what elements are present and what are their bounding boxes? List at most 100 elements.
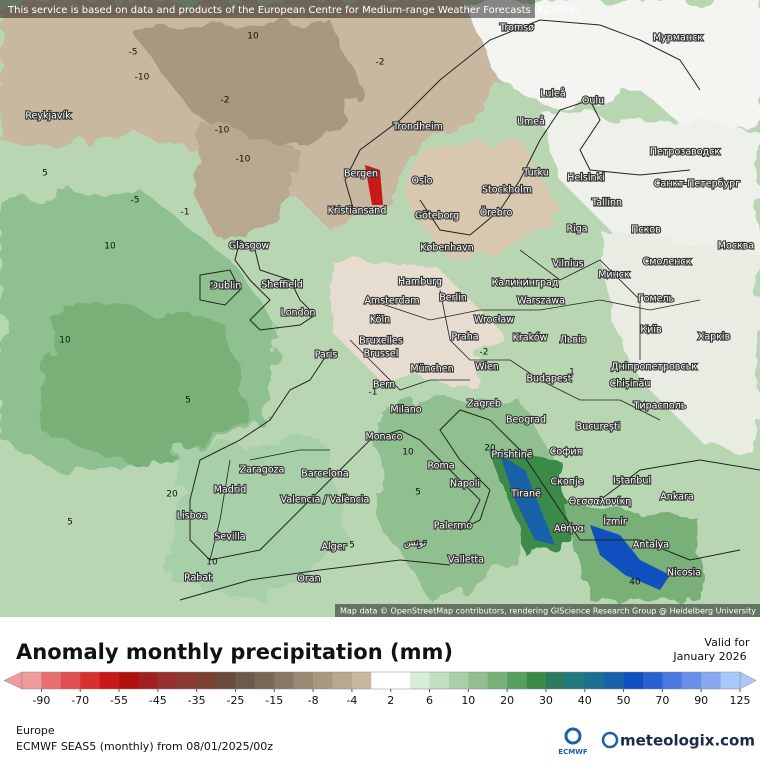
contour-label: -10 (215, 126, 230, 136)
colorbar-tick-label: 10 (461, 694, 475, 707)
colorbar: -90 -70 -55 -45 -35 -25 -15 -8 -4 2 6 10 20 30 40 50 70 9… (3, 671, 757, 707)
city-label: Гомель (638, 294, 675, 305)
city-labels: Reykjavík Tromsø Мурманск Luleå Oulu Trondhei… (24, 21, 755, 585)
colorbar-segment (138, 672, 159, 689)
colorbar-tick-label: 30 (539, 694, 553, 707)
colorbar-segment (545, 672, 566, 689)
city-label: București (576, 422, 621, 433)
colorbar-segment (565, 672, 586, 689)
city-label: Дніпропетровськ (611, 362, 697, 373)
contour-label: 10 (104, 242, 116, 252)
city-label: Antalya (633, 540, 669, 551)
contour-label: -5 (129, 48, 138, 58)
colorbar-segment (177, 672, 197, 689)
city-label: Bruxelles (359, 336, 403, 347)
city-label: Chișinău (610, 379, 651, 390)
contour-label: -2 (376, 58, 385, 68)
colorbar-segment (60, 672, 81, 689)
colorbar-tick-label: -4 (346, 694, 357, 707)
city-label: Bern (373, 380, 395, 391)
city-label: Warszawa (517, 296, 565, 307)
colorbar-segment (254, 672, 275, 689)
colorbar-segment (604, 672, 624, 689)
city-label: Vilnius (552, 259, 583, 270)
contour-label: 5 (185, 396, 191, 406)
colorbar-segment (701, 672, 721, 689)
city-label: Nicosia (667, 568, 701, 579)
colorbar-tick-label: 2 (387, 694, 394, 707)
city-label: Kraków (513, 333, 548, 344)
contour-label: 5 (67, 518, 73, 528)
city-label: Alger (322, 542, 347, 553)
city-label: تونس (404, 538, 427, 549)
colorbar-segment (662, 672, 683, 689)
city-label: Sheffield (261, 280, 303, 291)
colorbar-segment (720, 672, 741, 689)
city-label: Смоленск (643, 257, 692, 268)
city-label: Praha (451, 332, 478, 343)
city-label: София (550, 447, 582, 458)
colorbar-segment (487, 672, 508, 689)
city-label: Псков (631, 225, 661, 236)
valid-date: January 2026 (672, 650, 746, 663)
city-label: Tiranë (510, 489, 541, 500)
city-label: München (410, 364, 453, 375)
colorbar-segment (681, 672, 702, 689)
colorbar-tick-label: -15 (265, 694, 283, 707)
city-label: Hamburg (398, 277, 442, 288)
city-label: Brussel (364, 349, 399, 360)
city-label: Oran (297, 574, 320, 585)
colorbar-segment (526, 672, 547, 689)
city-label: Turku (522, 168, 549, 179)
map-attribution: Map data © OpenStreetMap contributors, r… (340, 607, 756, 616)
city-label: Luleå (540, 89, 565, 100)
city-label: Dublin (211, 281, 242, 292)
city-label: Berlin (439, 293, 467, 304)
colorbar-segment (623, 672, 644, 689)
colorbar-segment (80, 672, 100, 689)
city-label: Bergen (344, 169, 378, 180)
city-label: Wrocław (474, 315, 514, 326)
brand-icon (601, 731, 619, 749)
city-label: Минск (598, 270, 630, 281)
city-label: Budapest (527, 374, 572, 385)
city-label: Beograd (506, 415, 546, 426)
colorbar-segment (99, 672, 120, 689)
city-label: Oslo (412, 176, 433, 187)
city-label: Madrid (214, 485, 247, 496)
city-label: Αθήνα (554, 524, 584, 535)
city-label: Lisboa (177, 511, 208, 522)
brand-name[interactable]: meteologix.com (620, 732, 755, 750)
colorbar-tick-label: 20 (500, 694, 514, 707)
ecmwf-logo-text: ECMWF (558, 748, 588, 756)
colorbar-segment (119, 672, 139, 689)
colorbar-tick-label: 50 (617, 694, 631, 707)
valid-label: Valid for (704, 636, 750, 649)
colorbar-segment (584, 672, 605, 689)
city-label: Tromsø (499, 23, 534, 34)
city-label: Palermo (434, 521, 473, 532)
contour-label: 5 (415, 488, 421, 498)
city-label: Valletta (448, 555, 484, 566)
colorbar-tick-label: -25 (226, 694, 244, 707)
city-label: Prishtinë (491, 450, 532, 461)
colorbar-segment (371, 672, 392, 689)
contour-label: 5 (349, 541, 355, 551)
ecmwf-logo: ECMWF (558, 727, 588, 756)
colorbar-tick-label: 125 (730, 694, 751, 707)
city-label: Amsterdam (364, 296, 419, 307)
legend-title: Anomaly monthly precipitation (mm) (16, 640, 453, 664)
colorbar-segment (351, 672, 372, 689)
city-label: Zaragoza (240, 465, 285, 476)
contour-label: -5 (131, 196, 140, 206)
colorbar-segment (642, 672, 663, 689)
region-label: Europe (16, 724, 55, 737)
colorbar-segment (157, 672, 178, 689)
colorbar-segment (216, 672, 236, 689)
contour-label: 10 (59, 336, 71, 346)
colorbar-segment (235, 672, 256, 689)
contour-labels: -5 -10 -10 -2 -10 -1 5 10 -5 -2 10 5 -1 2 10 5 20 10 5 20 5 1… (42, 32, 641, 588)
city-label: İzmir (603, 517, 627, 528)
